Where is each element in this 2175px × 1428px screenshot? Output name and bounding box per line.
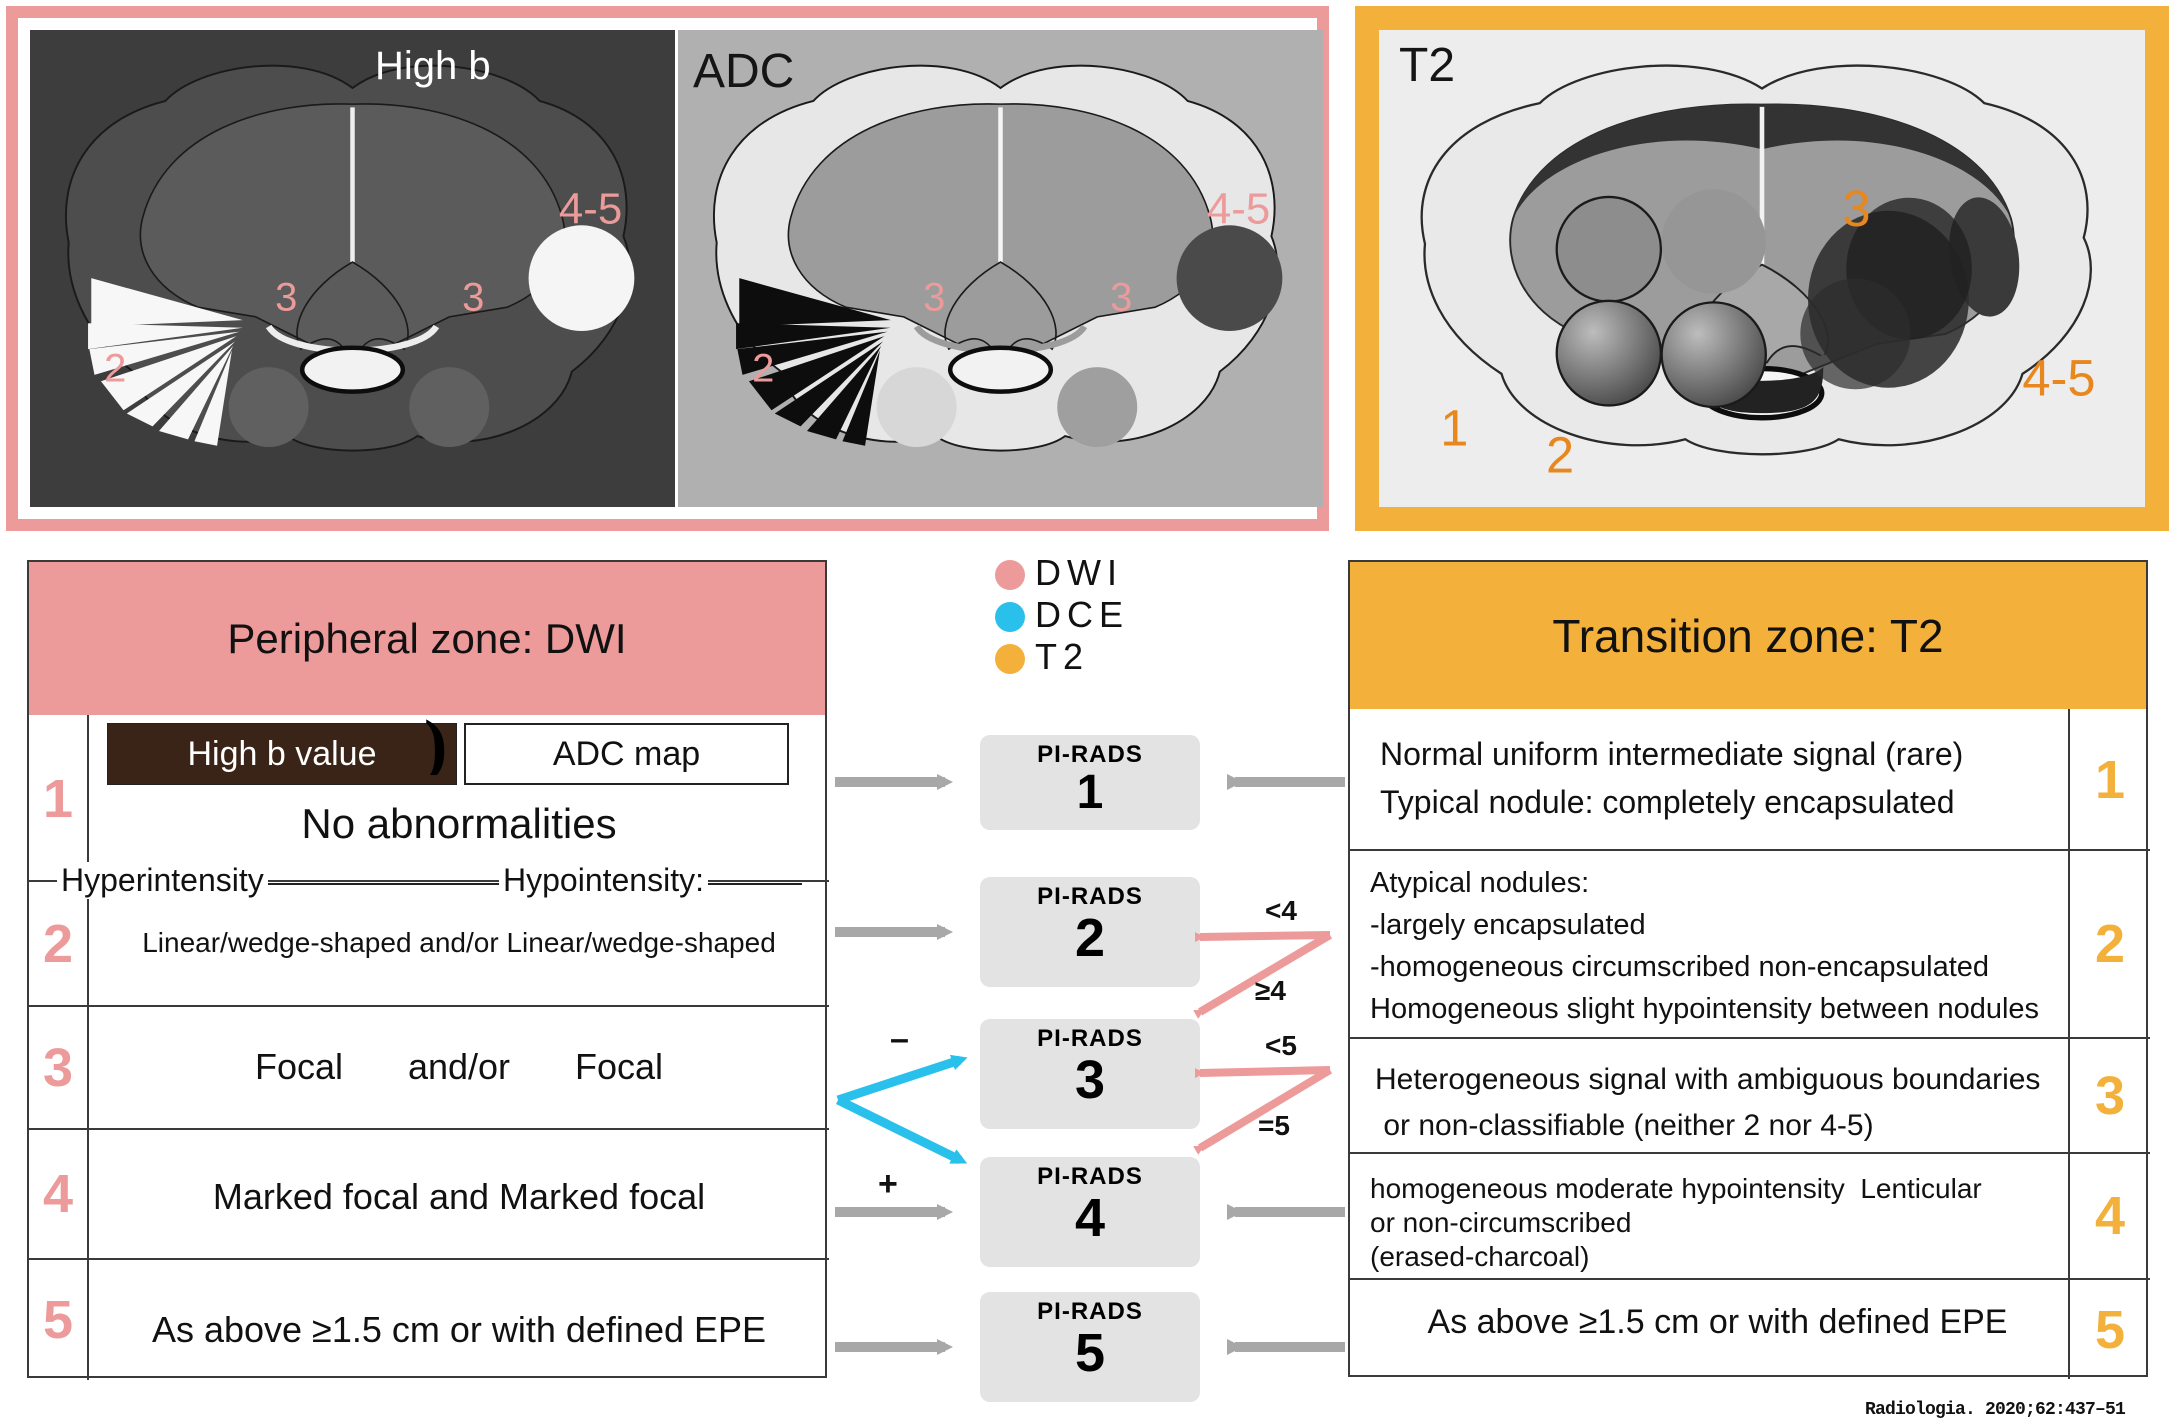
svg-text:4-5: 4-5 <box>559 184 622 233</box>
svg-text:–: – <box>890 1020 909 1058</box>
svg-text:3: 3 <box>1842 180 1870 237</box>
svg-text:2: 2 <box>1546 426 1574 483</box>
svg-text:2: 2 <box>752 346 774 390</box>
svg-text:1: 1 <box>1440 399 1468 456</box>
svg-text:2: 2 <box>104 346 126 390</box>
svg-text:≥4: ≥4 <box>1255 975 1286 1006</box>
svg-text:3: 3 <box>1110 275 1132 319</box>
svg-text:3: 3 <box>923 275 945 319</box>
svg-text:=5: =5 <box>1258 1110 1290 1141</box>
svg-text:4-5: 4-5 <box>2022 349 2095 406</box>
svg-text:<5: <5 <box>1265 1030 1297 1061</box>
svg-text:<4: <4 <box>1265 895 1297 926</box>
svg-text:4-5: 4-5 <box>1207 184 1270 233</box>
svg-text:+: + <box>878 1165 898 1203</box>
svg-text:3: 3 <box>275 275 297 319</box>
svg-text:3: 3 <box>462 275 484 319</box>
